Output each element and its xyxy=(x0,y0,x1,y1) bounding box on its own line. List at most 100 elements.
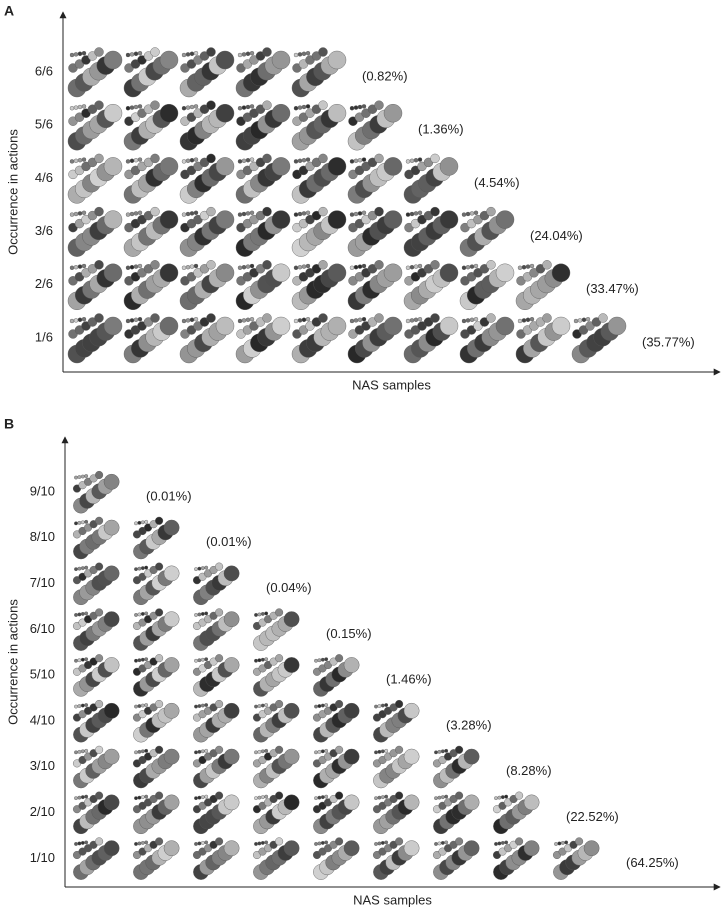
thumb-circle xyxy=(413,211,419,216)
thumb-circle xyxy=(95,608,104,617)
thumb-circle xyxy=(473,263,479,269)
thumb-circle xyxy=(159,316,179,336)
thumb-circle xyxy=(560,841,565,845)
thumb-circle xyxy=(581,317,587,322)
thumb-circle xyxy=(80,612,85,616)
thumb-circle xyxy=(383,316,403,336)
thumb-circle xyxy=(163,519,180,536)
thumb-circle xyxy=(320,703,325,708)
thumb-circle xyxy=(81,263,87,269)
thumb-circle xyxy=(133,104,139,110)
panel: B Occurrence in actions NAS samples 9/10 (0.… xyxy=(4,416,721,907)
sample-row xyxy=(72,837,600,880)
thumb-circle xyxy=(525,317,531,322)
thumb-circle xyxy=(197,841,202,846)
thumb-circle xyxy=(380,795,385,800)
thumb-circle xyxy=(155,699,164,709)
thumb-circle xyxy=(200,612,205,616)
thumb-circle xyxy=(357,157,363,163)
thumb-circle xyxy=(197,612,202,617)
thumb-circle xyxy=(77,317,83,322)
row-label: 2/6 xyxy=(35,276,53,291)
thumb-circle xyxy=(245,264,251,269)
thumb-circle xyxy=(80,657,85,662)
thumb-circle xyxy=(95,470,104,480)
sample-row xyxy=(72,562,240,606)
thumb-circle xyxy=(80,520,85,525)
thumb-circle xyxy=(163,611,180,628)
thumb-circle xyxy=(440,795,445,800)
thumb-circle xyxy=(349,318,355,324)
thumb-circle xyxy=(163,702,180,719)
thumb-circle xyxy=(245,317,251,322)
thumb-circle xyxy=(374,100,384,110)
thumb-circle xyxy=(515,791,524,800)
thumb-circle xyxy=(275,608,284,617)
thumb-circle xyxy=(77,841,82,846)
thumb-circle xyxy=(377,841,382,846)
sample-row xyxy=(72,745,480,789)
thumb-circle xyxy=(473,317,479,322)
thumb-circle xyxy=(245,51,251,56)
thumb-circle xyxy=(150,100,160,110)
thumb-circle xyxy=(497,795,502,800)
thumb-circle xyxy=(103,748,120,765)
thumb-circle xyxy=(469,317,475,322)
thumb-circle xyxy=(77,749,82,754)
thumb-circle xyxy=(573,318,579,324)
thumb-circle xyxy=(181,159,187,164)
thumb-circle xyxy=(320,749,325,754)
thumb-circle xyxy=(297,265,303,270)
thumb-circle xyxy=(163,657,180,673)
thumb-circle xyxy=(494,796,498,801)
thumb-circle xyxy=(74,475,78,480)
row-percent: (22.52%) xyxy=(566,809,619,824)
thumb-circle xyxy=(437,841,442,846)
thumb-circle xyxy=(405,318,411,324)
thumb-circle xyxy=(405,265,411,270)
thumb-circle xyxy=(301,317,307,322)
row-label: 6/6 xyxy=(35,63,53,78)
thumb-circle xyxy=(163,840,180,857)
thumb-circle xyxy=(155,608,164,617)
thumb-circle xyxy=(155,516,164,525)
y-axis-title: Occurrence in actions xyxy=(5,599,20,725)
row-label: 3/10 xyxy=(30,758,55,773)
thumb-circle xyxy=(189,264,195,269)
thumb-circle xyxy=(254,613,258,617)
thumb-circle xyxy=(74,613,78,617)
thumb-circle xyxy=(384,748,389,753)
thumb-circle xyxy=(80,566,85,571)
thumb-circle xyxy=(529,317,535,322)
thumb-circle xyxy=(73,105,79,110)
thumb-circle xyxy=(200,841,205,845)
thumb-circle xyxy=(463,748,480,765)
thumb-circle xyxy=(103,611,120,628)
row-percent: (35.77%) xyxy=(642,334,695,349)
thumb-circle xyxy=(353,211,359,217)
thumb-circle xyxy=(262,153,272,164)
thumb-circle xyxy=(317,841,322,846)
thumb-circle xyxy=(417,210,423,216)
thumb-circle xyxy=(440,749,445,754)
thumb-circle xyxy=(469,211,475,216)
thumb-circle xyxy=(155,745,164,754)
thumb-circle xyxy=(69,52,75,58)
thumb-circle xyxy=(159,263,179,282)
thumb-circle xyxy=(271,210,291,229)
thumb-circle xyxy=(204,840,209,845)
thumb-circle xyxy=(413,317,419,322)
thumb-circle xyxy=(455,791,464,800)
thumb-circle xyxy=(137,795,142,800)
thumb-circle xyxy=(598,313,608,323)
thumb-circle xyxy=(133,157,139,163)
thumb-circle xyxy=(144,657,149,662)
thumb-circle xyxy=(413,264,419,269)
thumb-circle xyxy=(163,748,180,765)
thumb-circle xyxy=(140,566,145,571)
thumb-circle xyxy=(137,749,142,754)
thumb-circle xyxy=(185,211,191,217)
thumb-circle xyxy=(163,794,180,811)
thumb-circle xyxy=(204,794,209,799)
thumb-circle xyxy=(495,263,515,282)
